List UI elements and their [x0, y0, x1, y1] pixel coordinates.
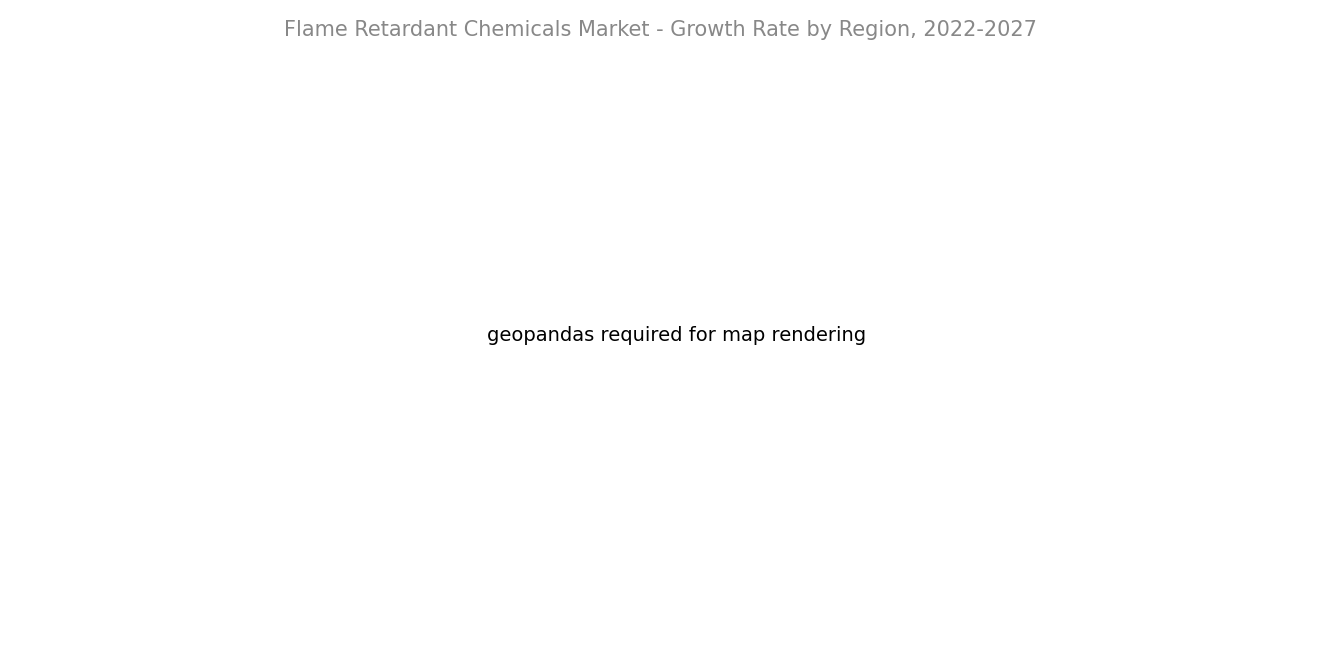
Text: Flame Retardant Chemicals Market - Growth Rate by Region, 2022-2027: Flame Retardant Chemicals Market - Growt…	[284, 20, 1036, 40]
Text: geopandas required for map rendering: geopandas required for map rendering	[487, 327, 866, 345]
